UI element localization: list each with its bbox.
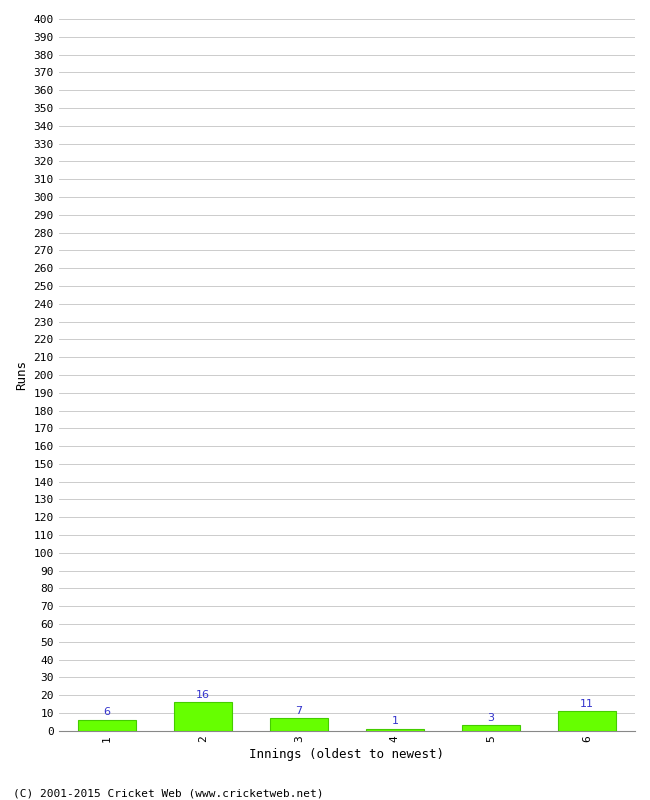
Bar bbox=[174, 702, 231, 731]
X-axis label: Innings (oldest to newest): Innings (oldest to newest) bbox=[250, 748, 445, 761]
Text: (C) 2001-2015 Cricket Web (www.cricketweb.net): (C) 2001-2015 Cricket Web (www.cricketwe… bbox=[13, 788, 324, 798]
Text: 1: 1 bbox=[391, 716, 398, 726]
Bar bbox=[462, 726, 520, 731]
Bar bbox=[78, 720, 135, 731]
Bar bbox=[270, 718, 328, 731]
Text: 16: 16 bbox=[196, 690, 210, 700]
Text: 6: 6 bbox=[103, 707, 111, 718]
Text: 7: 7 bbox=[295, 706, 302, 716]
Bar bbox=[558, 711, 616, 731]
Text: 11: 11 bbox=[580, 698, 594, 709]
Text: 3: 3 bbox=[488, 713, 495, 723]
Bar bbox=[366, 729, 424, 731]
Y-axis label: Runs: Runs bbox=[15, 360, 28, 390]
